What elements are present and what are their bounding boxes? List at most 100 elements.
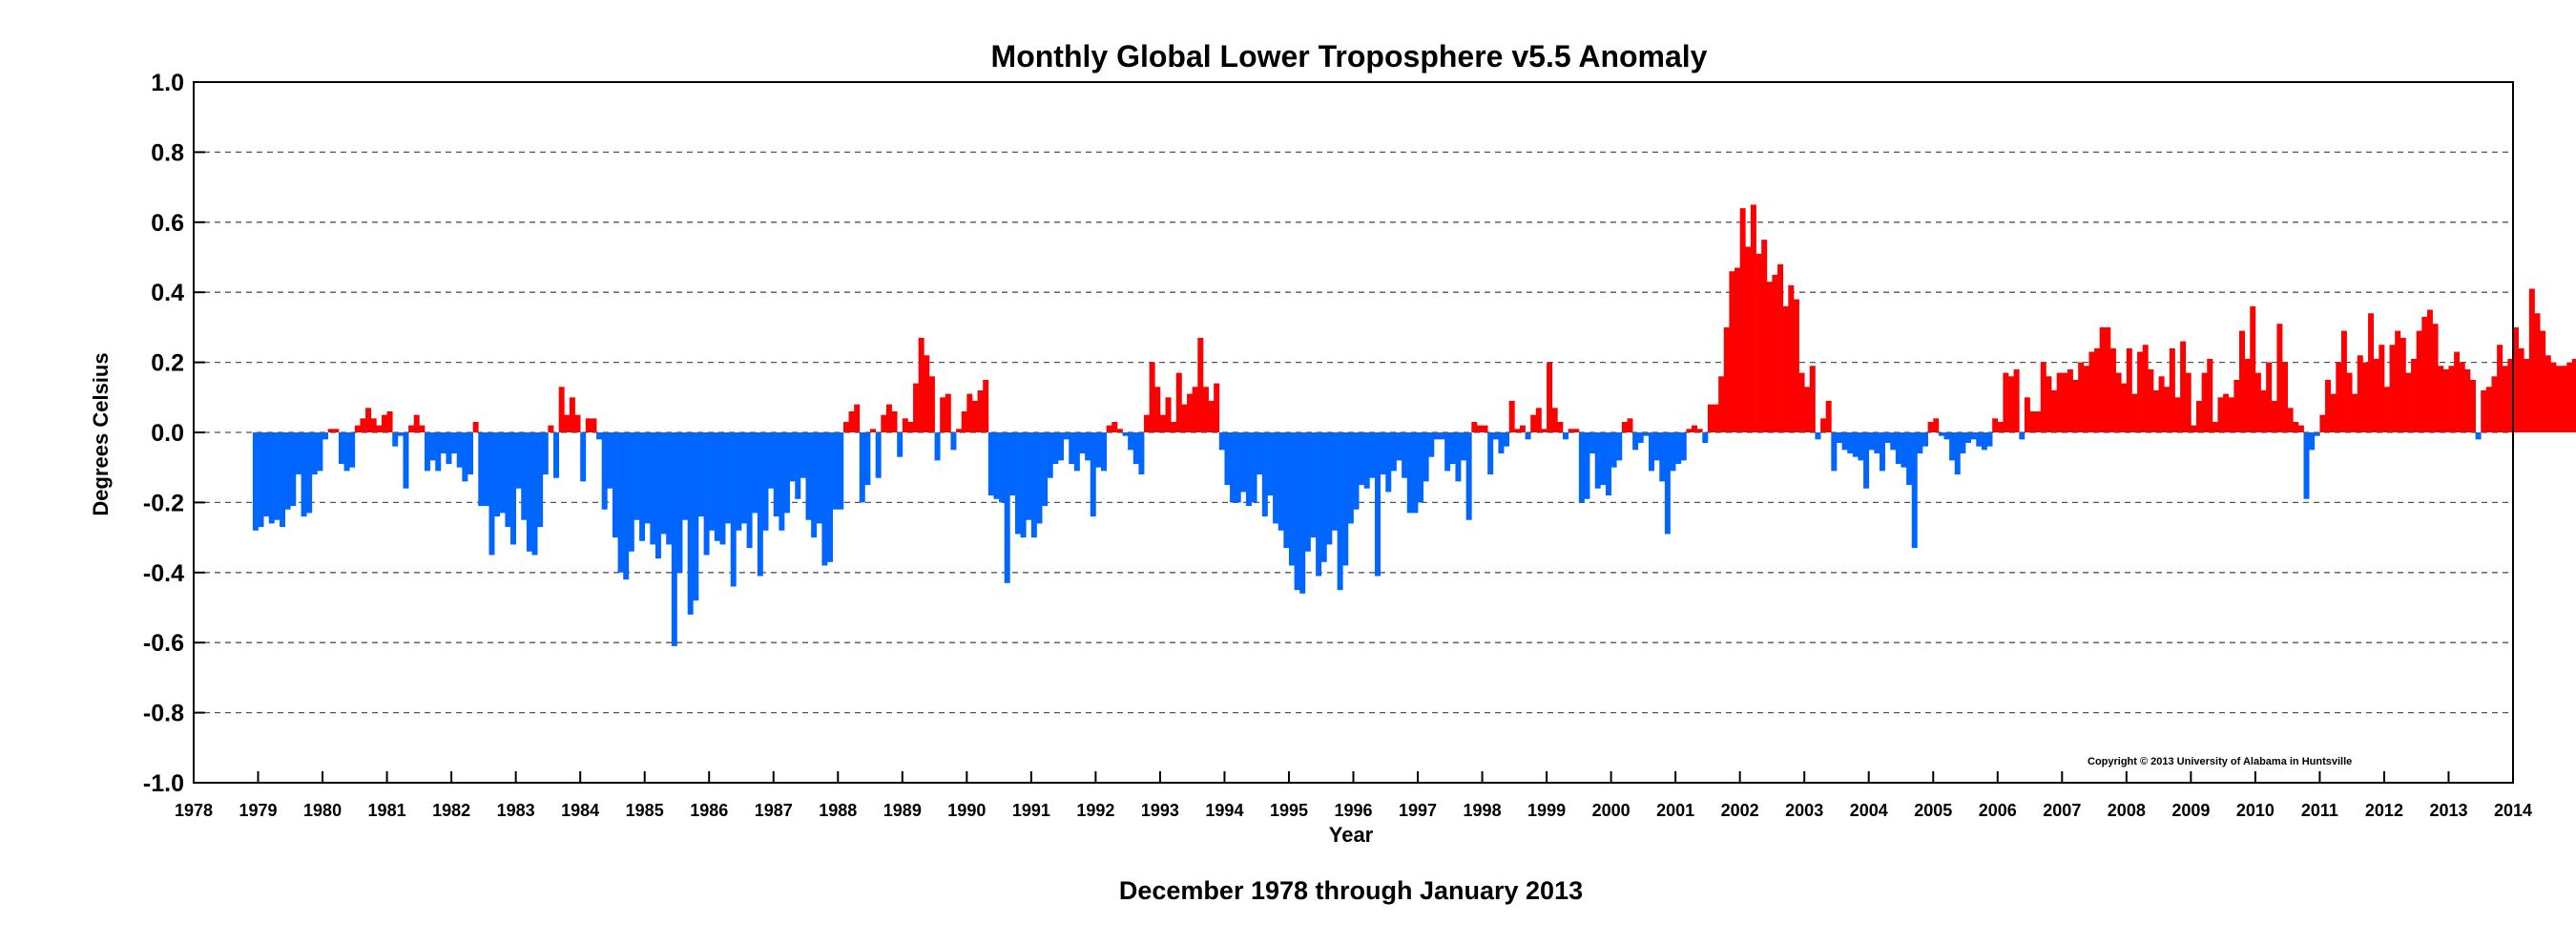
bar xyxy=(1745,246,1752,432)
bar xyxy=(934,432,941,461)
bar xyxy=(1294,432,1300,591)
bar xyxy=(918,337,924,432)
bar xyxy=(1359,432,1365,486)
bar xyxy=(2013,368,2020,432)
y-tick-label: -0.4 xyxy=(143,560,184,587)
bar xyxy=(2008,376,2015,432)
bar xyxy=(472,421,479,432)
bar xyxy=(928,376,935,432)
bar xyxy=(2115,372,2122,432)
bar xyxy=(709,432,716,531)
bar xyxy=(875,432,882,478)
bar xyxy=(2389,345,2396,432)
x-tick-label: 1992 xyxy=(1076,801,1114,820)
x-tick-label: 1994 xyxy=(1205,801,1243,820)
bar xyxy=(1933,418,1940,432)
bar xyxy=(1600,432,1607,486)
bar xyxy=(1375,432,1381,577)
bar xyxy=(1278,432,1284,531)
bar xyxy=(1949,432,1956,461)
bar xyxy=(897,432,904,457)
bar xyxy=(1895,432,1901,465)
bar xyxy=(1471,421,1478,432)
bar xyxy=(1798,372,1805,432)
bar xyxy=(2029,410,2036,432)
bar xyxy=(1627,418,1633,432)
bar xyxy=(2475,432,2482,440)
bar xyxy=(1938,432,1944,436)
bar xyxy=(1337,432,1343,591)
bar xyxy=(623,432,630,580)
bar xyxy=(1063,432,1070,440)
bar xyxy=(440,432,447,454)
bar xyxy=(838,432,844,510)
bar xyxy=(1649,432,1654,472)
bar xyxy=(2330,393,2337,432)
y-tick-label: -0.2 xyxy=(143,490,184,516)
bar xyxy=(1976,432,1983,447)
bar xyxy=(1750,204,1756,432)
bar xyxy=(2201,372,2208,432)
bar xyxy=(2571,358,2576,432)
bar xyxy=(2094,347,2101,432)
bar xyxy=(1970,432,1977,440)
bar xyxy=(2195,400,2202,432)
bar xyxy=(2223,393,2230,432)
bar xyxy=(628,432,634,552)
bar xyxy=(1052,432,1059,465)
bar xyxy=(263,432,270,517)
bar xyxy=(1535,408,1542,432)
x-tick-label: 1996 xyxy=(1334,801,1372,820)
bar xyxy=(2352,393,2358,432)
bar xyxy=(795,432,801,499)
bar xyxy=(537,432,544,528)
bar xyxy=(435,432,442,472)
bar xyxy=(842,421,849,432)
bar xyxy=(1132,432,1139,465)
x-tick-label: 1995 xyxy=(1270,801,1308,820)
x-tick-label: 2010 xyxy=(2236,801,2275,820)
x-tick-label: 1989 xyxy=(883,801,922,820)
bar xyxy=(2464,368,2471,432)
bar xyxy=(1235,432,1241,503)
bar xyxy=(789,432,796,482)
y-tick-label: 0.6 xyxy=(151,210,184,237)
x-tick-label: 1997 xyxy=(1399,801,1437,820)
bar xyxy=(639,432,646,541)
bar xyxy=(644,432,651,524)
bar xyxy=(676,432,683,573)
bar xyxy=(902,418,908,432)
x-tick-label: 1983 xyxy=(497,801,535,820)
x-tick-label: 2013 xyxy=(2429,801,2467,820)
bar xyxy=(859,432,865,503)
bar xyxy=(526,432,532,552)
bar xyxy=(1079,432,1086,454)
bar xyxy=(2174,397,2181,432)
bar xyxy=(891,410,898,432)
bar xyxy=(1116,429,1123,432)
bar xyxy=(2212,421,2218,432)
bar xyxy=(1589,432,1596,454)
bar xyxy=(2137,351,2144,432)
bar xyxy=(2346,372,2353,432)
bar xyxy=(1954,432,1961,475)
bar xyxy=(1594,432,1601,489)
bar xyxy=(467,432,473,475)
bar xyxy=(2303,432,2310,499)
bar xyxy=(1482,425,1488,432)
bar xyxy=(1449,432,1456,465)
bar xyxy=(1014,432,1021,535)
bar xyxy=(1476,425,1483,432)
y-tick-label: 0.0 xyxy=(151,420,184,447)
bar xyxy=(956,429,963,432)
bar xyxy=(1428,432,1435,457)
bar xyxy=(1670,432,1676,472)
bar xyxy=(800,432,806,478)
bar xyxy=(1653,432,1660,461)
bar xyxy=(2442,368,2449,432)
bar xyxy=(1187,393,1194,432)
bar xyxy=(1251,432,1257,503)
bar xyxy=(1541,429,1548,432)
bar xyxy=(1144,414,1151,432)
bar xyxy=(1257,432,1263,475)
